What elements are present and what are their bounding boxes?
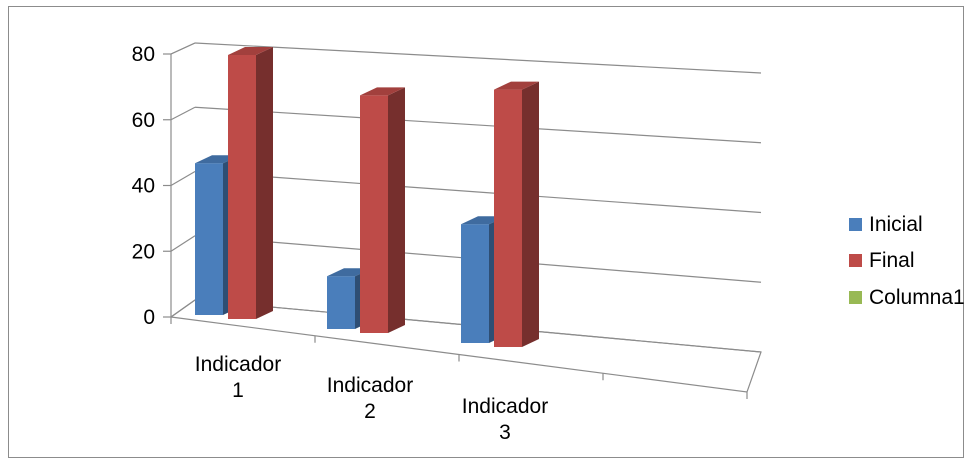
legend-label: Columna1 — [869, 286, 965, 309]
gridline-back — [194, 42, 762, 74]
gridline-side — [170, 170, 196, 187]
x-category-label-line: 3 — [499, 421, 511, 444]
x-axis-categories: Indicador 1 Indicador 2 Indicador 3 — [195, 353, 548, 444]
gridline-side — [170, 42, 196, 55]
bar-side-face — [256, 47, 273, 319]
gridline-back — [194, 170, 762, 214]
y-tick-label: 80 — [132, 43, 155, 66]
bar-front-face — [461, 224, 489, 343]
gridline-side — [170, 299, 196, 318]
legend-swatch — [849, 254, 862, 267]
bar-final-2 — [360, 87, 405, 334]
bar-front-face — [494, 89, 522, 347]
bar-front-face — [327, 276, 355, 329]
legend-swatch — [849, 291, 862, 304]
bar-final-1 — [228, 47, 273, 319]
bar-chart: 0 20 40 60 80 Indicador 1 Indicador 2 Indicador 3… — [132, 42, 965, 444]
x-category-label-line: 1 — [232, 379, 244, 402]
legend: Inicial Final Columna1 — [849, 213, 965, 309]
legend-label: Final — [869, 249, 915, 272]
y-tick-label: 60 — [132, 109, 155, 132]
x-category-label-line: Indicador — [195, 353, 281, 376]
x-category-label: Indicador 3 — [462, 395, 548, 444]
bar-top-face — [360, 87, 405, 96]
legend-item-inicial: Inicial — [849, 213, 923, 236]
chart-area: 0 20 40 60 80 Indicador 1 Indicador 2 Indicador 3… — [8, 6, 965, 458]
bar-side-face — [388, 87, 405, 334]
bars — [195, 47, 539, 347]
legend-swatch — [849, 218, 862, 231]
bar-front-face — [360, 95, 388, 334]
x-category-label-line: Indicador — [462, 395, 548, 418]
x-category-label-line: 2 — [364, 400, 376, 423]
legend-item-columna1: Columna1 — [849, 286, 965, 309]
x-category-label-line: Indicador — [327, 374, 413, 397]
legend-item-final: Final — [849, 249, 915, 272]
y-tick-label: 40 — [132, 175, 155, 198]
gridline-side — [170, 235, 196, 252]
y-axis-ticks: 0 20 40 60 80 — [132, 43, 155, 329]
gridline-side — [170, 106, 196, 121]
bar-side-face — [522, 81, 539, 347]
bar-front-face — [228, 55, 256, 319]
y-tick-label: 0 — [143, 306, 155, 329]
gridline-back — [194, 106, 762, 144]
legend-label: Inicial — [869, 213, 923, 236]
bar-top-face — [228, 47, 273, 55]
bar-final-3 — [494, 81, 539, 347]
bar-front-face — [195, 163, 223, 315]
x-category-label: Indicador 2 — [327, 374, 413, 423]
x-category-label: Indicador 1 — [195, 353, 281, 402]
bar-top-face — [494, 81, 539, 90]
y-tick-label: 20 — [132, 240, 155, 263]
